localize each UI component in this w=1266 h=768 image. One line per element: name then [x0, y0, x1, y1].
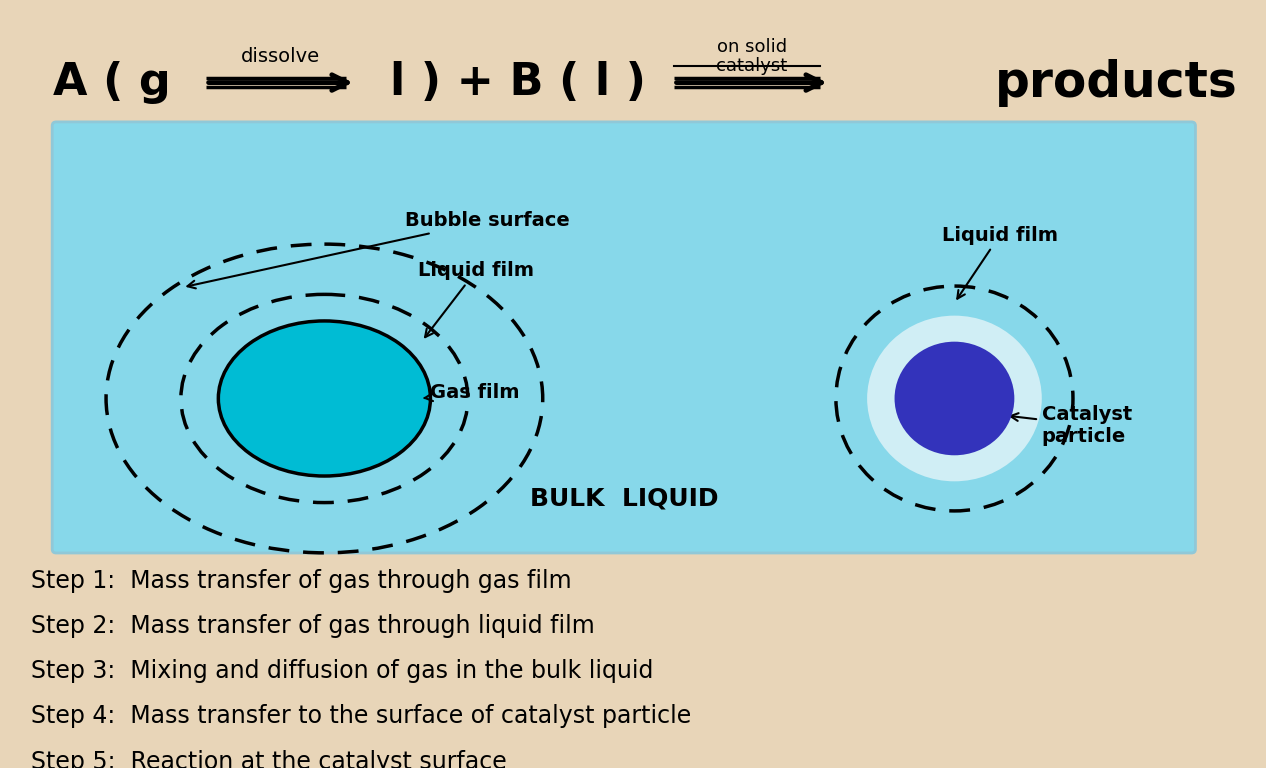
- Text: Bubble surface: Bubble surface: [187, 211, 570, 289]
- Circle shape: [895, 342, 1014, 455]
- Text: on solid: on solid: [717, 38, 786, 56]
- Text: Step 2:  Mass transfer of gas through liquid film: Step 2: Mass transfer of gas through liq…: [32, 614, 595, 638]
- Text: A ( g: A ( g: [53, 61, 171, 104]
- Circle shape: [867, 316, 1042, 482]
- Text: Liquid film: Liquid film: [942, 226, 1058, 299]
- Text: Step 1:  Mass transfer of gas through gas film: Step 1: Mass transfer of gas through gas…: [32, 568, 572, 593]
- Text: dissolve: dissolve: [241, 47, 320, 66]
- Text: products: products: [995, 58, 1238, 107]
- Text: Step 5:  Reaction at the catalyst surface: Step 5: Reaction at the catalyst surface: [32, 750, 506, 768]
- Text: Catalyst
particle: Catalyst particle: [1010, 405, 1132, 445]
- Text: Liquid film: Liquid film: [418, 261, 534, 337]
- Text: catalyst: catalyst: [717, 57, 787, 74]
- FancyBboxPatch shape: [52, 122, 1195, 553]
- Text: BULK  LIQUID: BULK LIQUID: [529, 487, 718, 511]
- Text: l ) + B ( l ): l ) + B ( l ): [390, 61, 646, 104]
- Text: Gas film: Gas film: [424, 383, 520, 402]
- Text: Step 3:  Mixing and diffusion of gas in the bulk liquid: Step 3: Mixing and diffusion of gas in t…: [32, 659, 653, 683]
- Ellipse shape: [218, 321, 430, 476]
- Text: Step 4:  Mass transfer to the surface of catalyst particle: Step 4: Mass transfer to the surface of …: [32, 704, 691, 728]
